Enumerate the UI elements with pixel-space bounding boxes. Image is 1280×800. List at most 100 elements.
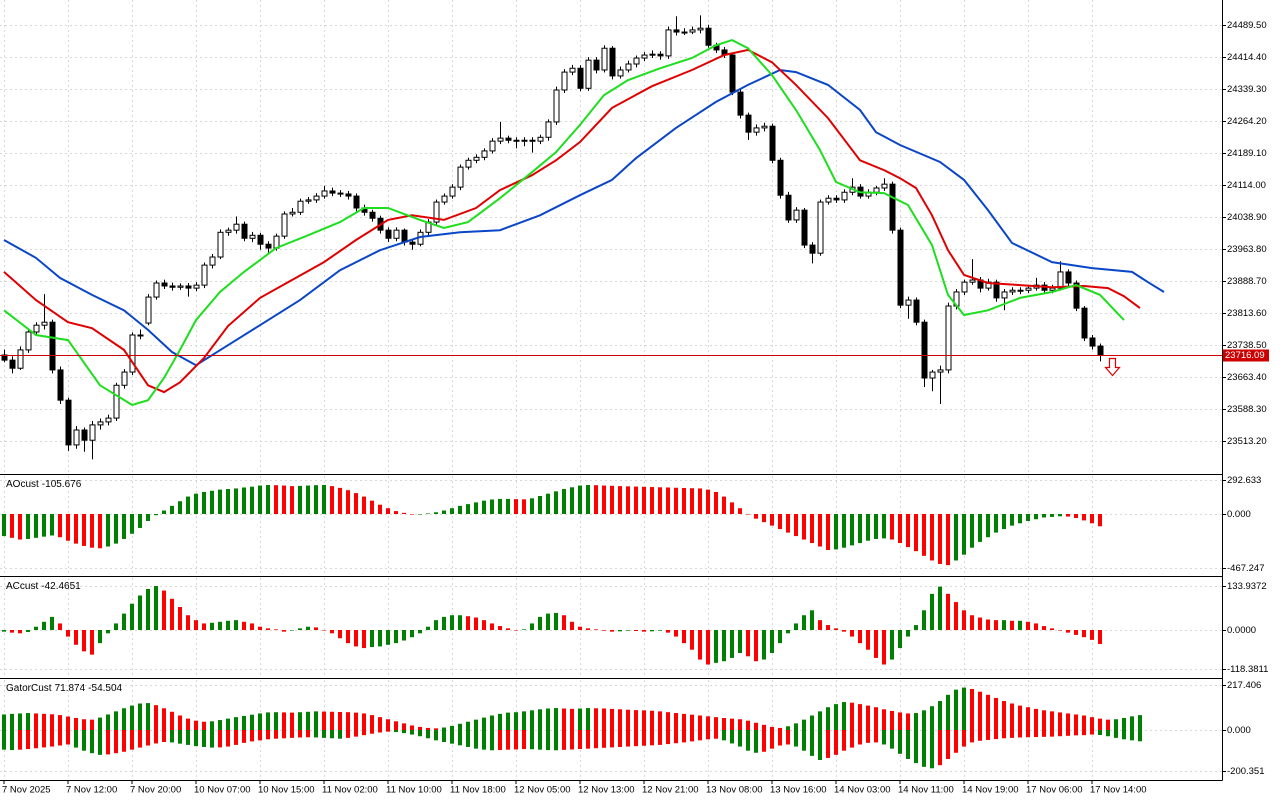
histogram-bar (682, 487, 686, 515)
candle-body (1057, 271, 1064, 289)
histogram-bar (770, 630, 774, 654)
histogram-bar (1026, 707, 1030, 730)
histogram-bar (282, 630, 286, 632)
histogram-bar (1074, 714, 1078, 730)
histogram-bar (746, 720, 750, 730)
candle-body (513, 139, 520, 142)
x-tick-label: 13 Nov 08:00 (706, 785, 763, 796)
histogram-bar (170, 730, 174, 743)
histogram-bar (18, 713, 22, 730)
histogram-bar (826, 707, 830, 730)
histogram-bar (978, 691, 982, 730)
histogram-bar (250, 623, 254, 631)
histogram-bar (626, 486, 630, 515)
histogram-bar (506, 498, 510, 515)
histogram-bar (834, 730, 838, 755)
indicator-label: GatorCust 71.874 -54.504 (6, 683, 123, 694)
candle-body (673, 29, 680, 33)
histogram-bar (874, 707, 878, 730)
histogram-bar (770, 514, 774, 526)
histogram-bar (130, 603, 134, 631)
histogram-bar (338, 711, 342, 730)
histogram-bar (970, 689, 974, 730)
histogram-bar (474, 730, 478, 749)
histogram-bar (90, 730, 94, 754)
histogram-bar (850, 702, 854, 730)
histogram-bar (162, 708, 166, 730)
histogram-bar (1010, 620, 1014, 631)
candle-body (289, 211, 296, 215)
candle-body (1065, 271, 1072, 284)
histogram-bar (794, 514, 798, 537)
histogram-bar (490, 499, 494, 515)
candle-body (73, 429, 80, 446)
histogram-bar (818, 620, 822, 631)
histogram-bar (50, 514, 54, 536)
histogram-bar (66, 716, 70, 730)
histogram-bar (498, 713, 502, 730)
candle-body (505, 137, 512, 141)
candle-body (1001, 291, 1008, 299)
histogram-bar (394, 730, 398, 733)
indicator-value: -54.504 (88, 683, 122, 694)
y-tick-label: 24038.90 (1227, 212, 1267, 223)
histogram-bar (1082, 630, 1086, 638)
histogram-bar (794, 723, 798, 730)
histogram-bar (1034, 514, 1038, 520)
histogram-bar (210, 622, 214, 631)
histogram-bar (754, 730, 758, 753)
y-tick-label: 24489.50 (1227, 20, 1267, 31)
histogram-bar (410, 725, 414, 730)
alligator-line (3, 48, 1141, 394)
histogram-bar (746, 730, 750, 751)
histogram-bar (314, 730, 318, 738)
histogram-bar (954, 689, 958, 730)
histogram-bar (594, 708, 598, 730)
x-tick-label: 14 Nov 03:00 (834, 785, 891, 796)
histogram-bar (866, 630, 870, 650)
histogram-bar (1122, 730, 1126, 740)
histogram-bar (946, 514, 950, 566)
histogram-bar (450, 615, 454, 631)
histogram-bar (322, 484, 326, 515)
histogram-bar (146, 730, 150, 746)
indicator-name: ACcust (6, 581, 38, 592)
histogram-bar (378, 504, 382, 515)
candle-body (193, 284, 200, 289)
histogram-bar (994, 514, 998, 533)
histogram-bar (1058, 514, 1062, 517)
histogram-bar (386, 730, 390, 732)
histogram-bar (1050, 730, 1054, 737)
histogram-bar (858, 704, 862, 730)
histogram-bar (778, 727, 782, 730)
histogram-bar (258, 485, 262, 515)
y-tick-label: 217.406 (1227, 680, 1261, 691)
histogram-bar (762, 514, 766, 523)
histogram-bar (938, 701, 942, 730)
histogram-bar (530, 623, 534, 631)
histogram-bar (634, 630, 638, 631)
histogram-bar (1130, 730, 1134, 741)
histogram-bar (82, 730, 86, 751)
histogram-bar (754, 514, 758, 519)
histogram-bar (210, 730, 214, 748)
x-tick-label: 7 Nov 2025 (2, 785, 51, 796)
histogram-bar (882, 514, 886, 539)
histogram-bar (426, 730, 430, 739)
histogram-bar (690, 488, 694, 515)
histogram-bar (98, 514, 102, 549)
histogram-bar (34, 730, 38, 749)
histogram-bar (826, 625, 830, 631)
histogram-bar (674, 713, 678, 730)
histogram-bar (898, 712, 902, 730)
histogram-bar (850, 514, 854, 546)
histogram-bar (226, 730, 230, 747)
histogram-bar (242, 730, 246, 743)
histogram-bar (946, 730, 950, 759)
histogram-bar (554, 730, 558, 751)
histogram-bar (994, 730, 998, 740)
histogram-bar (226, 620, 230, 631)
histogram-bar (850, 730, 854, 748)
candle-body (969, 279, 976, 283)
